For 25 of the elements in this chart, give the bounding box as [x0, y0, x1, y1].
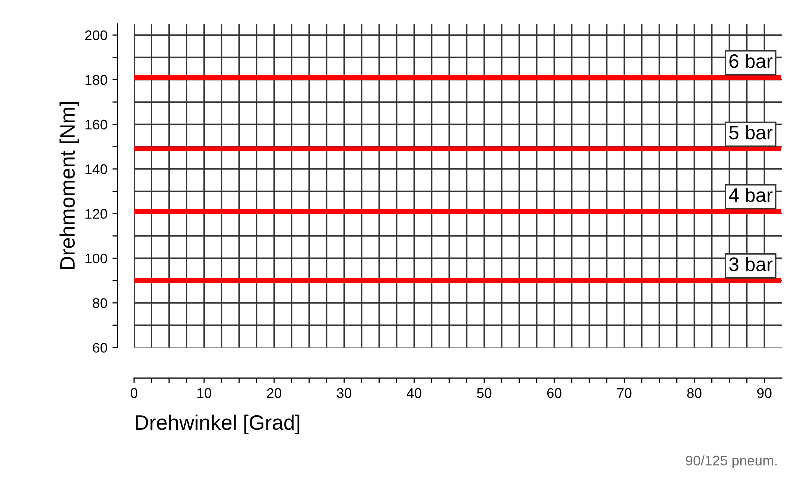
y-tick-label: 120	[86, 209, 108, 220]
x-tick-label: 80	[687, 388, 702, 398]
series-label: 6 bar	[730, 54, 773, 68]
y-tick-label: 80	[93, 298, 108, 308]
x-tick-label: 90	[758, 388, 772, 398]
series-label: 4 bar	[729, 188, 773, 202]
x-tick-label: 60	[547, 388, 562, 398]
text: 90/125 pneum.	[686, 456, 777, 469]
y-tick-label: 140	[86, 164, 108, 174]
x-axis-title: Drehwinkel [Grad]	[136, 414, 300, 434]
y-tick-label: 60	[93, 343, 108, 353]
y-tick-label: 200	[85, 30, 108, 40]
series-label: 5 bar	[730, 125, 773, 140]
y-tick-label: 160	[86, 120, 108, 130]
x-tick-label: 10	[198, 388, 212, 398]
x-tick-label: 20	[267, 388, 282, 398]
y-tick-label: 180	[86, 75, 108, 86]
y-axis-title: Drehmoment [Nm]	[60, 102, 80, 270]
x-tick-label: 70	[618, 388, 632, 398]
x-tick-label: 40	[407, 388, 422, 398]
series-label: 3 bar	[729, 257, 773, 272]
x-tick-label: 0	[130, 388, 138, 398]
y-tick-label: 100	[86, 254, 108, 264]
x-tick-label: 50	[477, 388, 492, 398]
x-tick-label: 30	[337, 388, 352, 398]
